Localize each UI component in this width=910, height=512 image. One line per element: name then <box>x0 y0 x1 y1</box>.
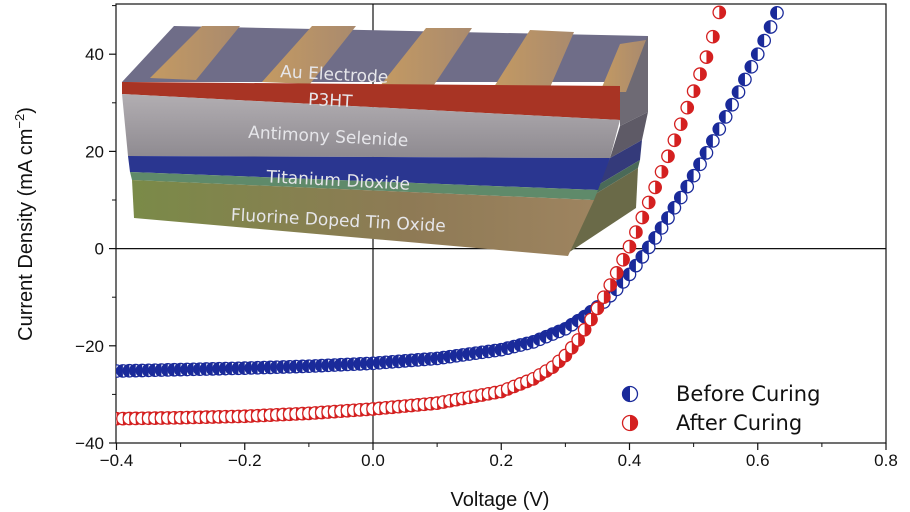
legend-label-before: Before Curing <box>676 382 820 406</box>
data-point-after <box>635 210 650 225</box>
data-point-before <box>750 47 765 62</box>
x-tick-label: 0.6 <box>746 451 770 470</box>
y-tick-label: −40 <box>75 434 104 453</box>
data-point-before <box>648 231 663 245</box>
data-point-before <box>770 6 784 20</box>
electrode-stripe <box>262 26 356 84</box>
data-point-after <box>661 149 675 164</box>
data-point-after <box>603 278 618 292</box>
data-point-after <box>680 100 695 115</box>
x-tick-label: 0.4 <box>618 451 642 470</box>
data-point-before <box>712 122 727 136</box>
x-tick-label: −0.2 <box>228 451 262 470</box>
x-tick-label: 0.2 <box>489 451 513 470</box>
y-tick-label: 0 <box>95 240 104 259</box>
data-point-before <box>693 157 707 172</box>
electrode-stripe <box>380 28 472 88</box>
legend-marker-after-symbol <box>621 414 639 432</box>
data-point-before <box>673 190 688 205</box>
data-point-after <box>609 266 624 280</box>
antimony-selenide-layer <box>122 94 620 158</box>
y-tick-label: −20 <box>75 337 104 356</box>
data-point-before <box>744 59 759 74</box>
legend-marker-after <box>621 414 639 432</box>
x-axis-title: Voltage (V) <box>451 489 550 511</box>
titanium-dioxide-layer <box>128 156 610 190</box>
legend-marker-before-symbol <box>621 385 639 403</box>
y-axis-title-close: ) <box>15 107 37 114</box>
x-tick-label: 0.8 <box>874 451 898 470</box>
layer-label-p3ht: P3HT <box>308 90 354 112</box>
data-point-before <box>757 33 772 48</box>
data-point-after <box>584 312 598 327</box>
data-point-after <box>629 225 643 239</box>
y-tick-label: 40 <box>85 45 104 64</box>
data-point-after <box>667 133 682 148</box>
data-point-after <box>706 29 720 44</box>
fto-layer <box>132 180 594 256</box>
data-point-after <box>571 333 586 347</box>
data-point-before <box>661 211 675 225</box>
electrode-stripe <box>150 26 240 80</box>
data-point-after <box>654 164 669 179</box>
y-tick-label: 20 <box>85 142 104 161</box>
data-point-after <box>699 50 714 64</box>
data-point-after <box>693 67 707 81</box>
data-point-before <box>654 221 669 235</box>
data-point-after <box>641 195 656 210</box>
data-point-after <box>590 301 605 316</box>
data-point-after <box>622 239 637 254</box>
x-tick-label: −0.4 <box>100 451 134 470</box>
data-point-before <box>641 240 656 255</box>
device-schematic: Au Electrode P3HT Antimony Selenide Tita… <box>122 26 648 256</box>
legend-label-after: After Curing <box>676 411 802 435</box>
p3ht-layer <box>122 82 620 120</box>
data-point-after <box>596 290 611 305</box>
data-point-after <box>616 252 630 267</box>
legend: Before Curing After Curing <box>621 382 820 435</box>
legend-marker-before <box>621 385 639 403</box>
data-point-before <box>763 20 778 34</box>
data-point-after <box>712 5 727 20</box>
y-axis-title: Current Density (mA cm−2) <box>12 107 37 341</box>
data-point-after <box>673 117 688 132</box>
data-point-before <box>725 97 739 112</box>
data-point-before <box>738 72 752 87</box>
data-point-before <box>731 85 746 99</box>
data-point-before <box>718 110 733 124</box>
electrode-stripe <box>492 30 574 92</box>
data-point-after <box>686 84 701 98</box>
data-point-before <box>680 179 695 194</box>
x-tick-label: 0.0 <box>361 451 385 470</box>
data-point-after <box>648 180 663 195</box>
data-point-after <box>577 322 592 337</box>
data-point-before <box>635 250 650 264</box>
data-point-before <box>699 146 714 160</box>
y-axis-title-main: Current Density (mA cm <box>15 129 37 341</box>
data-point-before <box>706 134 720 148</box>
data-point-before <box>686 168 701 183</box>
electrode-stripe <box>600 40 646 92</box>
y-axis-title-sup: −2 <box>12 114 27 129</box>
data-point-before <box>667 200 682 215</box>
